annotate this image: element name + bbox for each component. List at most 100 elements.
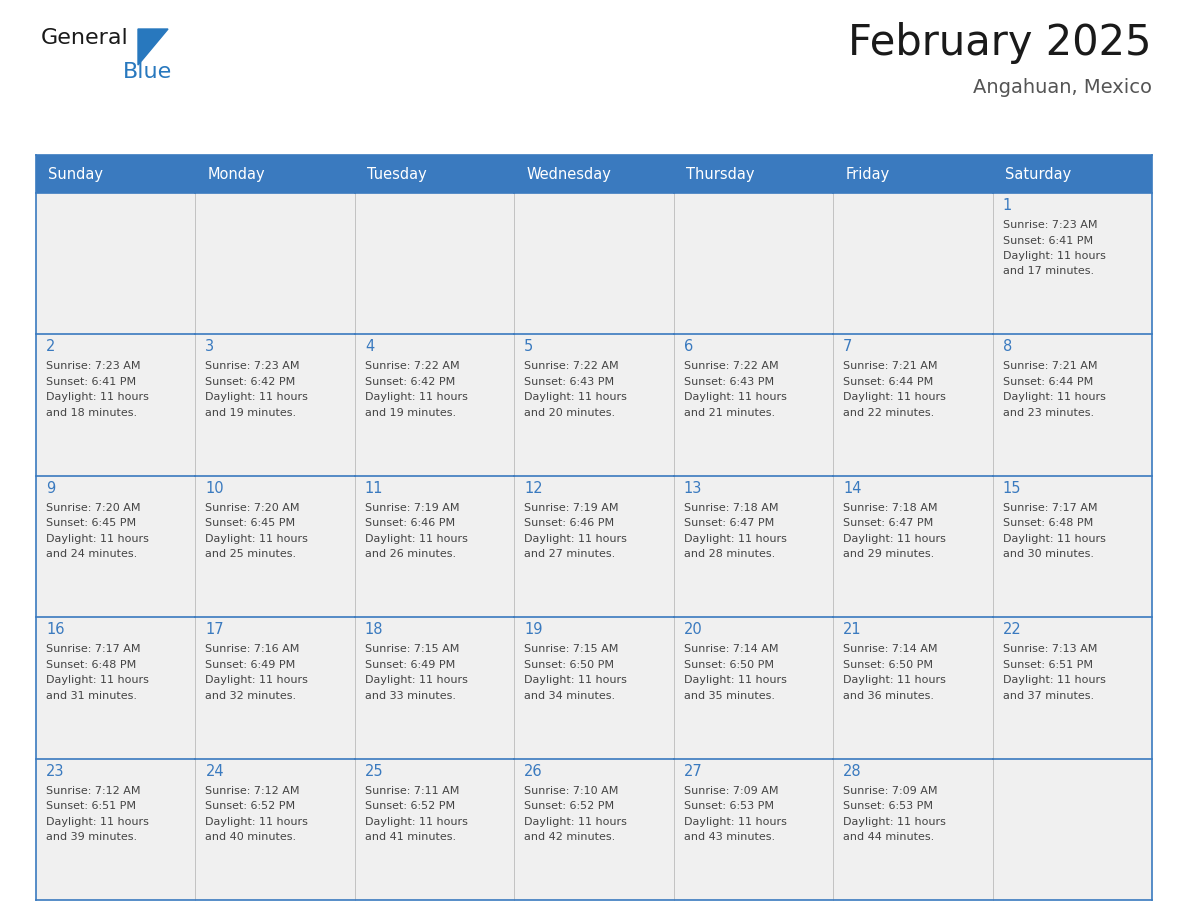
Bar (355, 476, 514, 617)
Text: Daylight: 11 hours: Daylight: 11 hours (524, 533, 627, 543)
Text: Sunrise: 7:18 AM: Sunrise: 7:18 AM (843, 503, 937, 513)
Text: Sunrise: 7:23 AM: Sunrise: 7:23 AM (1003, 220, 1097, 230)
Text: 21: 21 (843, 622, 861, 637)
Text: Friday: Friday (845, 166, 890, 182)
Text: Sunrise: 7:14 AM: Sunrise: 7:14 AM (684, 644, 778, 655)
Bar (674, 758, 833, 900)
Bar (355, 334, 514, 476)
Text: Sunrise: 7:11 AM: Sunrise: 7:11 AM (365, 786, 460, 796)
Text: and 25 minutes.: and 25 minutes. (206, 549, 297, 559)
Text: 2: 2 (46, 340, 56, 354)
Text: and 27 minutes.: and 27 minutes. (524, 549, 615, 559)
Text: Sunset: 6:42 PM: Sunset: 6:42 PM (365, 377, 455, 386)
Bar (196, 334, 355, 476)
Text: 22: 22 (1003, 622, 1022, 637)
Text: and 18 minutes.: and 18 minutes. (46, 408, 137, 418)
Bar (833, 193, 992, 334)
Text: 5: 5 (524, 340, 533, 354)
Text: Sunrise: 7:12 AM: Sunrise: 7:12 AM (46, 786, 140, 796)
Text: and 37 minutes.: and 37 minutes. (1003, 690, 1094, 700)
Text: Saturday: Saturday (1005, 166, 1070, 182)
Text: Sunset: 6:50 PM: Sunset: 6:50 PM (524, 660, 614, 670)
Text: and 29 minutes.: and 29 minutes. (843, 549, 935, 559)
Text: Daylight: 11 hours: Daylight: 11 hours (524, 676, 627, 685)
Text: Thursday: Thursday (685, 166, 754, 182)
Text: 24: 24 (206, 764, 225, 778)
Text: Sunrise: 7:15 AM: Sunrise: 7:15 AM (365, 644, 460, 655)
Text: Daylight: 11 hours: Daylight: 11 hours (46, 392, 148, 402)
Text: 26: 26 (524, 764, 543, 778)
Text: and 43 minutes.: and 43 minutes. (684, 832, 775, 842)
Text: Daylight: 11 hours: Daylight: 11 hours (365, 533, 468, 543)
Text: Daylight: 11 hours: Daylight: 11 hours (1003, 392, 1106, 402)
Text: Angahuan, Mexico: Angahuan, Mexico (973, 78, 1152, 97)
Text: Daylight: 11 hours: Daylight: 11 hours (684, 533, 786, 543)
Text: and 23 minutes.: and 23 minutes. (1003, 408, 1094, 418)
Bar (992, 334, 1152, 476)
Text: Tuesday: Tuesday (367, 166, 426, 182)
Text: Daylight: 11 hours: Daylight: 11 hours (365, 817, 468, 826)
Text: Sunrise: 7:17 AM: Sunrise: 7:17 AM (46, 644, 140, 655)
Bar (196, 758, 355, 900)
Bar (196, 476, 355, 617)
Text: Sunrise: 7:20 AM: Sunrise: 7:20 AM (46, 503, 140, 513)
Text: Sunset: 6:45 PM: Sunset: 6:45 PM (206, 519, 296, 528)
Bar (36, 617, 196, 758)
Text: Sunset: 6:52 PM: Sunset: 6:52 PM (206, 801, 296, 812)
Text: 27: 27 (684, 764, 702, 778)
Bar (514, 334, 674, 476)
Bar (674, 476, 833, 617)
Bar (514, 758, 674, 900)
Text: Daylight: 11 hours: Daylight: 11 hours (1003, 533, 1106, 543)
Bar (355, 617, 514, 758)
Text: Daylight: 11 hours: Daylight: 11 hours (46, 817, 148, 826)
Bar (36, 476, 196, 617)
Text: and 35 minutes.: and 35 minutes. (684, 690, 775, 700)
Bar (196, 617, 355, 758)
Text: Sunrise: 7:21 AM: Sunrise: 7:21 AM (1003, 362, 1097, 372)
Text: and 19 minutes.: and 19 minutes. (206, 408, 297, 418)
Text: Sunset: 6:43 PM: Sunset: 6:43 PM (524, 377, 614, 386)
Text: 12: 12 (524, 481, 543, 496)
Text: 7: 7 (843, 340, 853, 354)
Text: February 2025: February 2025 (848, 22, 1152, 64)
Text: Sunrise: 7:22 AM: Sunrise: 7:22 AM (524, 362, 619, 372)
Bar (992, 758, 1152, 900)
Bar (833, 334, 992, 476)
Text: 13: 13 (684, 481, 702, 496)
Polygon shape (138, 29, 168, 65)
Text: Sunset: 6:46 PM: Sunset: 6:46 PM (524, 519, 614, 528)
Text: Sunrise: 7:16 AM: Sunrise: 7:16 AM (206, 644, 299, 655)
Text: Sunrise: 7:10 AM: Sunrise: 7:10 AM (524, 786, 619, 796)
Text: and 44 minutes.: and 44 minutes. (843, 832, 935, 842)
Text: and 22 minutes.: and 22 minutes. (843, 408, 935, 418)
Bar (36, 193, 196, 334)
Text: and 19 minutes.: and 19 minutes. (365, 408, 456, 418)
Text: and 39 minutes.: and 39 minutes. (46, 832, 137, 842)
Text: 20: 20 (684, 622, 702, 637)
Text: 1: 1 (1003, 198, 1012, 213)
Text: Sunset: 6:50 PM: Sunset: 6:50 PM (843, 660, 933, 670)
Bar (992, 193, 1152, 334)
Text: Sunset: 6:50 PM: Sunset: 6:50 PM (684, 660, 773, 670)
Text: Daylight: 11 hours: Daylight: 11 hours (843, 392, 946, 402)
Text: 28: 28 (843, 764, 861, 778)
Text: Sunrise: 7:23 AM: Sunrise: 7:23 AM (206, 362, 299, 372)
Text: and 33 minutes.: and 33 minutes. (365, 690, 456, 700)
Text: Sunset: 6:43 PM: Sunset: 6:43 PM (684, 377, 773, 386)
Text: Sunrise: 7:19 AM: Sunrise: 7:19 AM (524, 503, 619, 513)
Text: and 24 minutes.: and 24 minutes. (46, 549, 138, 559)
Bar (833, 476, 992, 617)
Text: Sunset: 6:52 PM: Sunset: 6:52 PM (524, 801, 614, 812)
Text: Daylight: 11 hours: Daylight: 11 hours (684, 676, 786, 685)
Bar (833, 758, 992, 900)
Text: Sunset: 6:44 PM: Sunset: 6:44 PM (1003, 377, 1093, 386)
Text: Sunrise: 7:18 AM: Sunrise: 7:18 AM (684, 503, 778, 513)
Text: and 32 minutes.: and 32 minutes. (206, 690, 297, 700)
Bar (36, 334, 196, 476)
Bar (36, 155, 1152, 193)
Text: 25: 25 (365, 764, 384, 778)
Text: Sunset: 6:41 PM: Sunset: 6:41 PM (46, 377, 137, 386)
Text: 10: 10 (206, 481, 225, 496)
Text: Sunset: 6:48 PM: Sunset: 6:48 PM (1003, 519, 1093, 528)
